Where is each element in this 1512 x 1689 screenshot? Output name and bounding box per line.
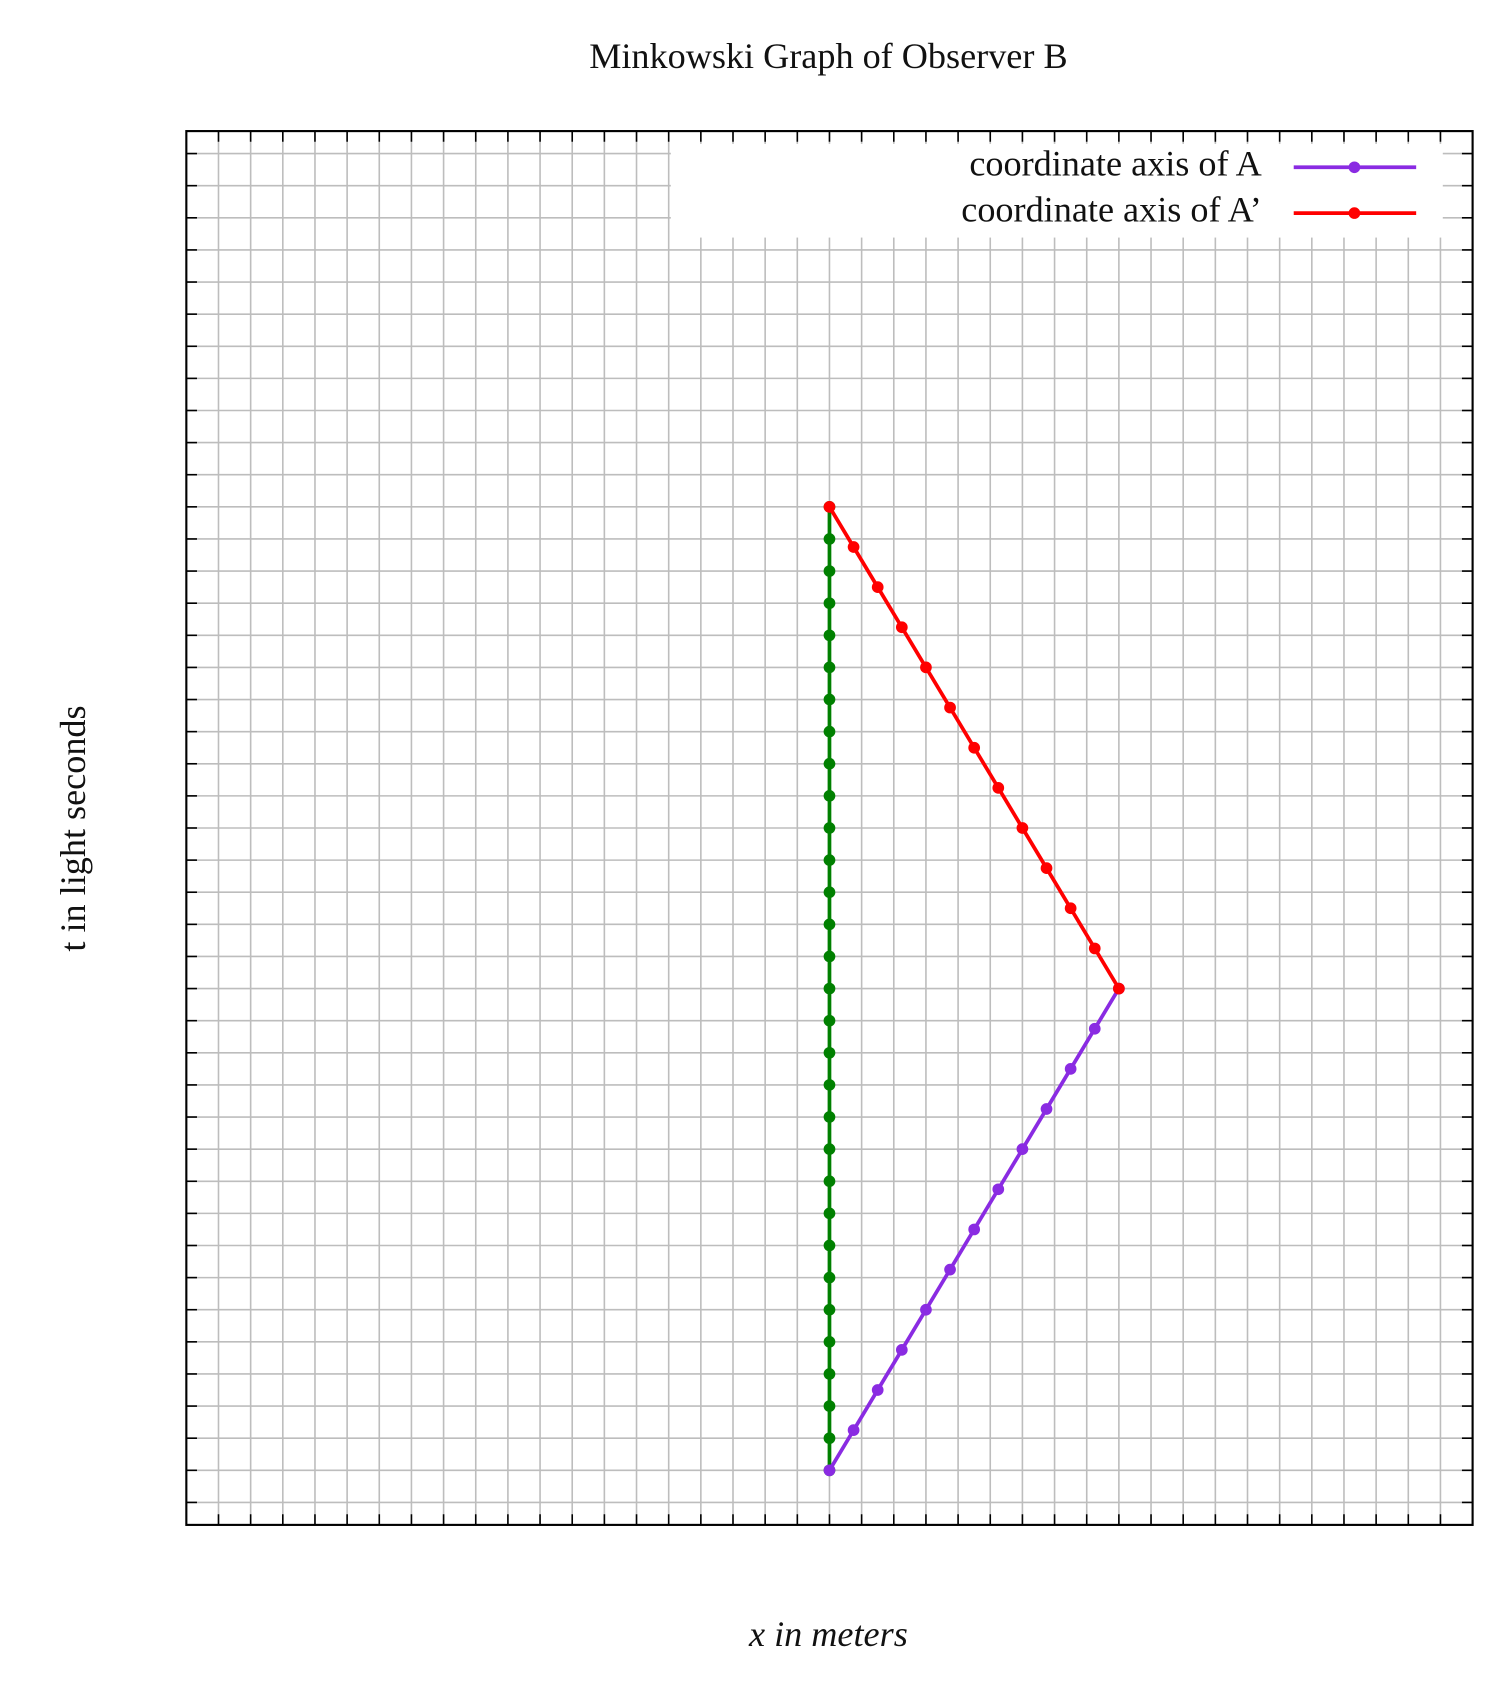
data-point — [823, 597, 836, 610]
data-point — [823, 950, 836, 963]
legend-label: coordinate axis of A — [969, 144, 1261, 184]
data-point — [823, 500, 836, 513]
data-point — [823, 822, 836, 834]
data-point — [968, 1223, 981, 1236]
data-point — [823, 1271, 836, 1284]
plot-frame — [185, 130, 1474, 1526]
data-point — [823, 982, 836, 995]
legend-box — [670, 143, 1443, 238]
legend: coordinate axis of A coordinate axis of A… — [670, 143, 1443, 238]
data-point — [823, 1400, 836, 1412]
data-point — [823, 565, 836, 577]
data-point — [871, 581, 884, 593]
data-point — [823, 1175, 836, 1188]
data-point — [823, 757, 836, 770]
data-point — [968, 741, 981, 754]
data-point — [1016, 1143, 1029, 1156]
data-point — [1088, 942, 1101, 955]
data-point — [823, 790, 836, 802]
data-point — [823, 1464, 836, 1477]
data-point — [1040, 862, 1053, 874]
data-point — [847, 541, 860, 553]
data-point — [1040, 1103, 1053, 1115]
data-point — [823, 854, 836, 866]
data-point — [1088, 1022, 1101, 1035]
y-axis-label: t in light seconds — [53, 705, 93, 951]
data-point — [1016, 822, 1029, 834]
legend-marker — [1348, 161, 1361, 174]
data-point — [871, 1384, 884, 1396]
data-point — [823, 1079, 836, 1091]
data-point — [823, 629, 836, 642]
data-point — [823, 693, 836, 706]
legend-label: coordinate axis of A’ — [961, 189, 1261, 229]
data-point — [944, 701, 956, 714]
data-point — [823, 1432, 836, 1445]
data-point — [823, 1303, 836, 1316]
data-point — [823, 918, 836, 931]
data-point — [823, 725, 836, 738]
data-point — [823, 533, 836, 545]
chart-title: Minkowski Graph of Observer B — [589, 36, 1067, 76]
data-point — [920, 661, 932, 674]
data-point — [847, 1424, 860, 1437]
data-point — [992, 1183, 1005, 1196]
data-point — [823, 1014, 836, 1027]
data-point — [823, 886, 836, 899]
data-point — [823, 1368, 836, 1380]
data-point — [895, 1344, 908, 1356]
data-point — [823, 1111, 836, 1123]
data-point — [823, 1335, 836, 1348]
data-point — [823, 1046, 836, 1059]
data-point — [1064, 902, 1077, 915]
data-point — [823, 1239, 836, 1252]
legend-marker — [1348, 207, 1361, 219]
data-point — [823, 1143, 836, 1156]
data-point — [1064, 1063, 1077, 1075]
data-point — [992, 781, 1005, 794]
data-point — [944, 1263, 956, 1276]
data-point — [895, 621, 908, 634]
data-point — [920, 1303, 932, 1316]
data-point — [1113, 982, 1125, 995]
data-point — [823, 1207, 836, 1220]
data-point — [823, 661, 836, 674]
x-axis-label: x in meters — [748, 1614, 908, 1654]
